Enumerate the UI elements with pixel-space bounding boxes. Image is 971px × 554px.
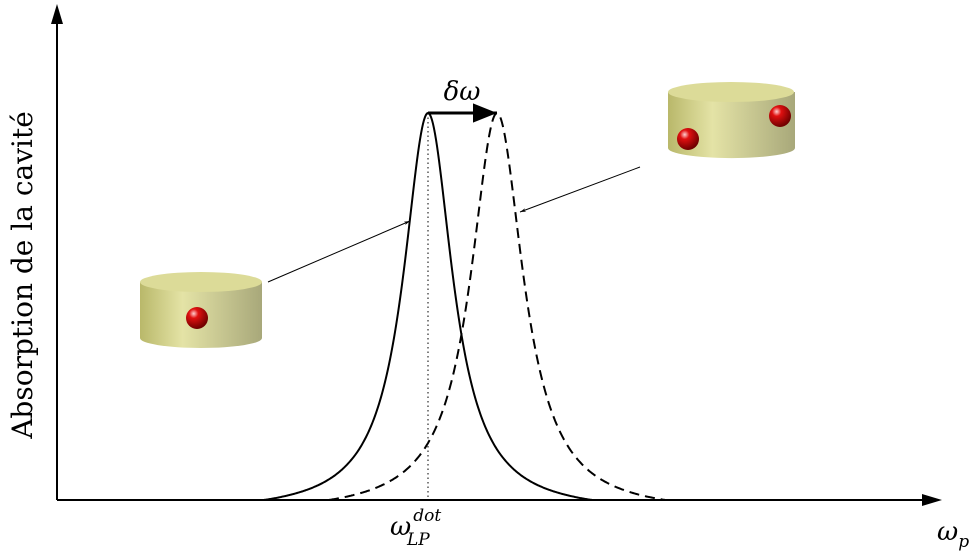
x-axis-label: ωp [937, 517, 969, 552]
cavity-two-dots [668, 82, 795, 159]
peak-label: ω dot LP [390, 506, 441, 550]
shift-label: δω [444, 77, 481, 107]
subscript: LP [406, 530, 430, 550]
y-axis-label: Absorption de la cavité [6, 111, 39, 440]
cavity-one-dot [140, 272, 262, 348]
symbol: ω [937, 517, 958, 547]
subscript: p [958, 532, 969, 552]
x-arrow [922, 494, 942, 506]
pointer [519, 166, 641, 213]
superscript: dot [413, 506, 441, 526]
y-arrow [51, 4, 63, 24]
curve-two-dots [328, 111, 666, 501]
symbol: ω [390, 512, 411, 542]
pointer [267, 220, 411, 283]
